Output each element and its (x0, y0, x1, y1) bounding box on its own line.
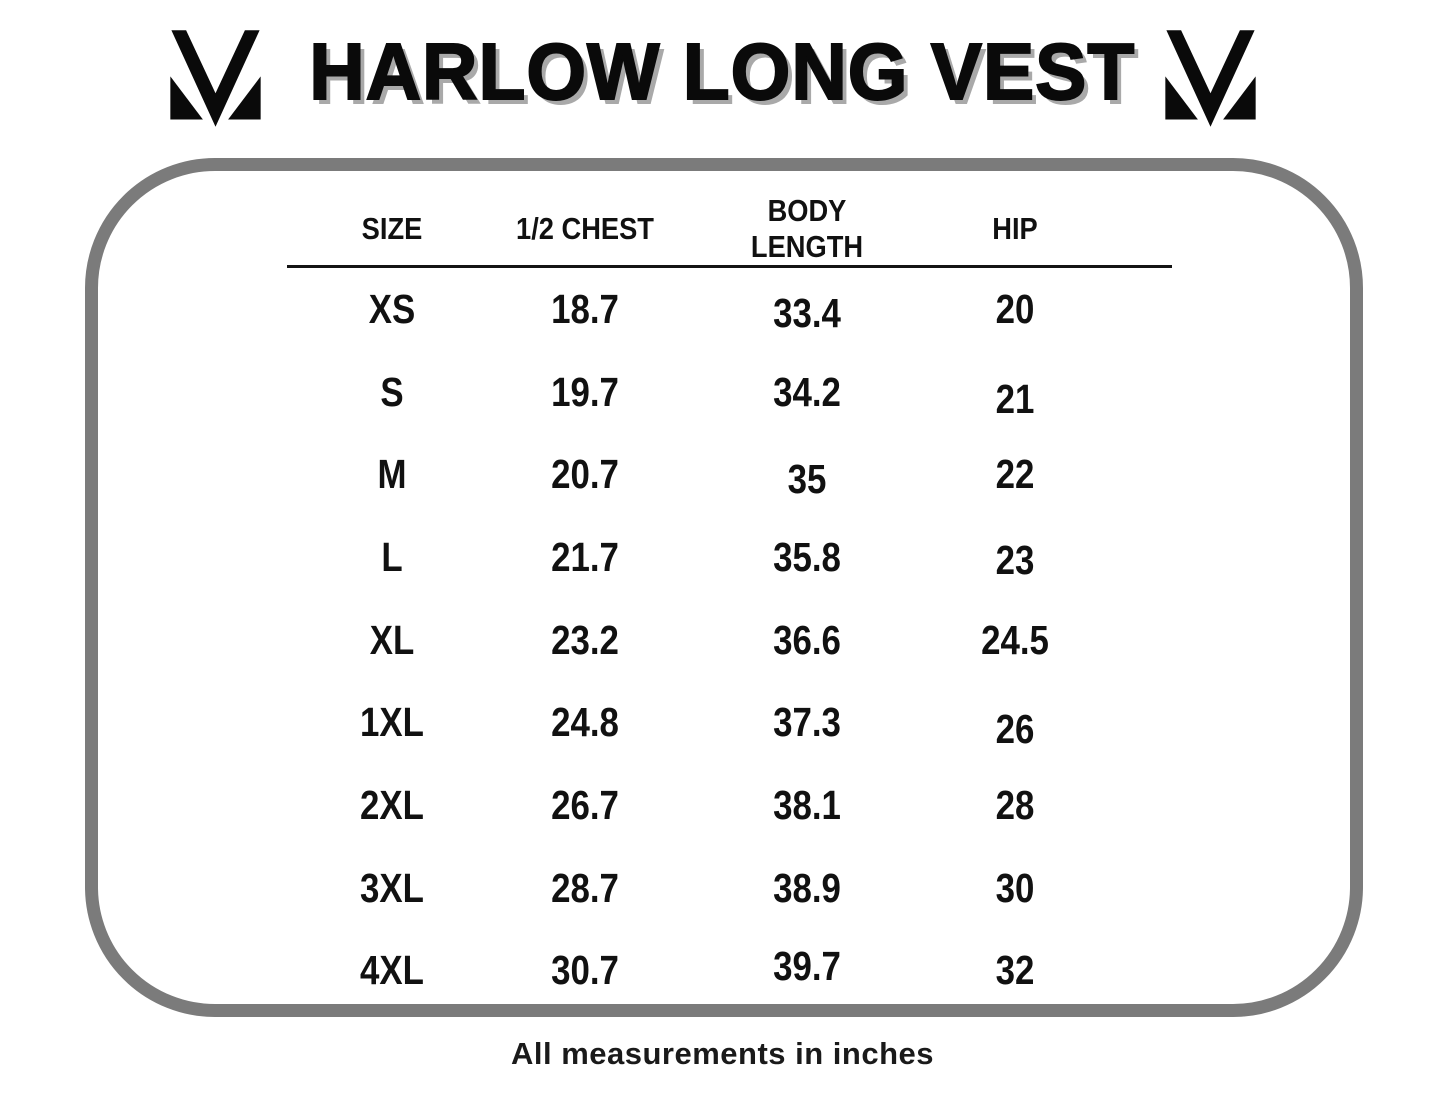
cell-half-chest: 18.7 (551, 285, 619, 332)
page-title: HARLOW LONG VEST (309, 26, 1136, 117)
m-monogram-logo (1158, 30, 1263, 127)
cell-half-chest: 30.7 (551, 947, 619, 994)
cell-half-chest: 21.7 (551, 533, 619, 580)
cell-half-chest: 28.7 (551, 864, 619, 911)
cell-half-chest: 20.7 (551, 451, 619, 498)
column-header-size: SIZE (361, 211, 423, 246)
cell-hip: 20 (995, 285, 1035, 332)
cell-body-length: 35 (787, 456, 827, 503)
table-row-3xl: 3XL 28.7 38.9 30 (287, 847, 1172, 930)
table-row-s: S 19.7 34.2 21 (287, 351, 1172, 434)
cell-hip: 26 (995, 706, 1035, 753)
cell-size: 2XL (360, 781, 424, 828)
cell-half-chest: 19.7 (551, 368, 619, 415)
cell-hip: 28 (995, 781, 1035, 828)
cell-size: S (380, 368, 404, 415)
cell-half-chest: 23.2 (551, 616, 619, 663)
cell-hip: 22 (995, 451, 1035, 498)
table-row-4xl: 4XL 30.7 39.7 32 (287, 930, 1172, 1013)
table-body: XS 18.7 33.4 20 S 19.7 34.2 21 M 20.7 35 (287, 268, 1172, 1012)
cell-hip: 30 (995, 864, 1035, 911)
m-monogram-logo (163, 30, 268, 127)
cell-hip: 23 (995, 536, 1035, 583)
size-chart-panel: SIZE 1/2 CHEST BODY LENGTH HIP XS 18.7 3… (85, 158, 1363, 1017)
cell-body-length: 38.1 (773, 781, 841, 828)
column-header-body-length: BODY LENGTH (750, 193, 864, 264)
header-underline (287, 265, 1172, 268)
cell-half-chest: 24.8 (551, 699, 619, 746)
cell-size: 3XL (360, 864, 424, 911)
table-row-2xl: 2XL 26.7 38.1 28 (287, 764, 1172, 847)
table-row-m: M 20.7 35 22 (287, 433, 1172, 516)
column-header-hip: HIP (992, 211, 1038, 246)
cell-body-length: 34.2 (773, 368, 841, 415)
cell-body-length: 38.9 (773, 864, 841, 911)
cell-hip: 32 (995, 947, 1035, 994)
cell-hip: 24.5 (981, 616, 1049, 663)
cell-body-length: 33.4 (773, 289, 841, 336)
table-row-l: L 21.7 35.8 23 (287, 516, 1172, 599)
cell-body-length: 35.8 (773, 533, 841, 580)
cell-half-chest: 26.7 (551, 781, 619, 828)
cell-body-length: 37.3 (773, 699, 841, 746)
size-chart-table: SIZE 1/2 CHEST BODY LENGTH HIP XS 18.7 3… (287, 171, 1172, 1012)
title-bar: HARLOW LONG VEST (0, 24, 1445, 120)
cell-hip: 21 (995, 375, 1035, 422)
table-header-row: SIZE 1/2 CHEST BODY LENGTH HIP (287, 193, 1172, 265)
cell-body-length: 36.6 (773, 616, 841, 663)
cell-size: M (377, 451, 407, 498)
cell-body-length: 39.7 (773, 943, 841, 990)
column-header-half-chest: 1/2 CHEST (516, 211, 654, 246)
table-row-1xl: 1XL 24.8 37.3 26 (287, 681, 1172, 764)
table-row-xs: XS 18.7 33.4 20 (287, 268, 1172, 351)
table-row-xl: XL 23.2 36.6 24.5 (287, 599, 1172, 682)
units-note: All measurements in inches (510, 1036, 935, 1071)
cell-size: XL (369, 616, 415, 663)
cell-size: 1XL (360, 699, 424, 746)
cell-size: 4XL (360, 947, 424, 994)
cell-size: L (381, 533, 403, 580)
cell-size: XS (368, 285, 416, 332)
